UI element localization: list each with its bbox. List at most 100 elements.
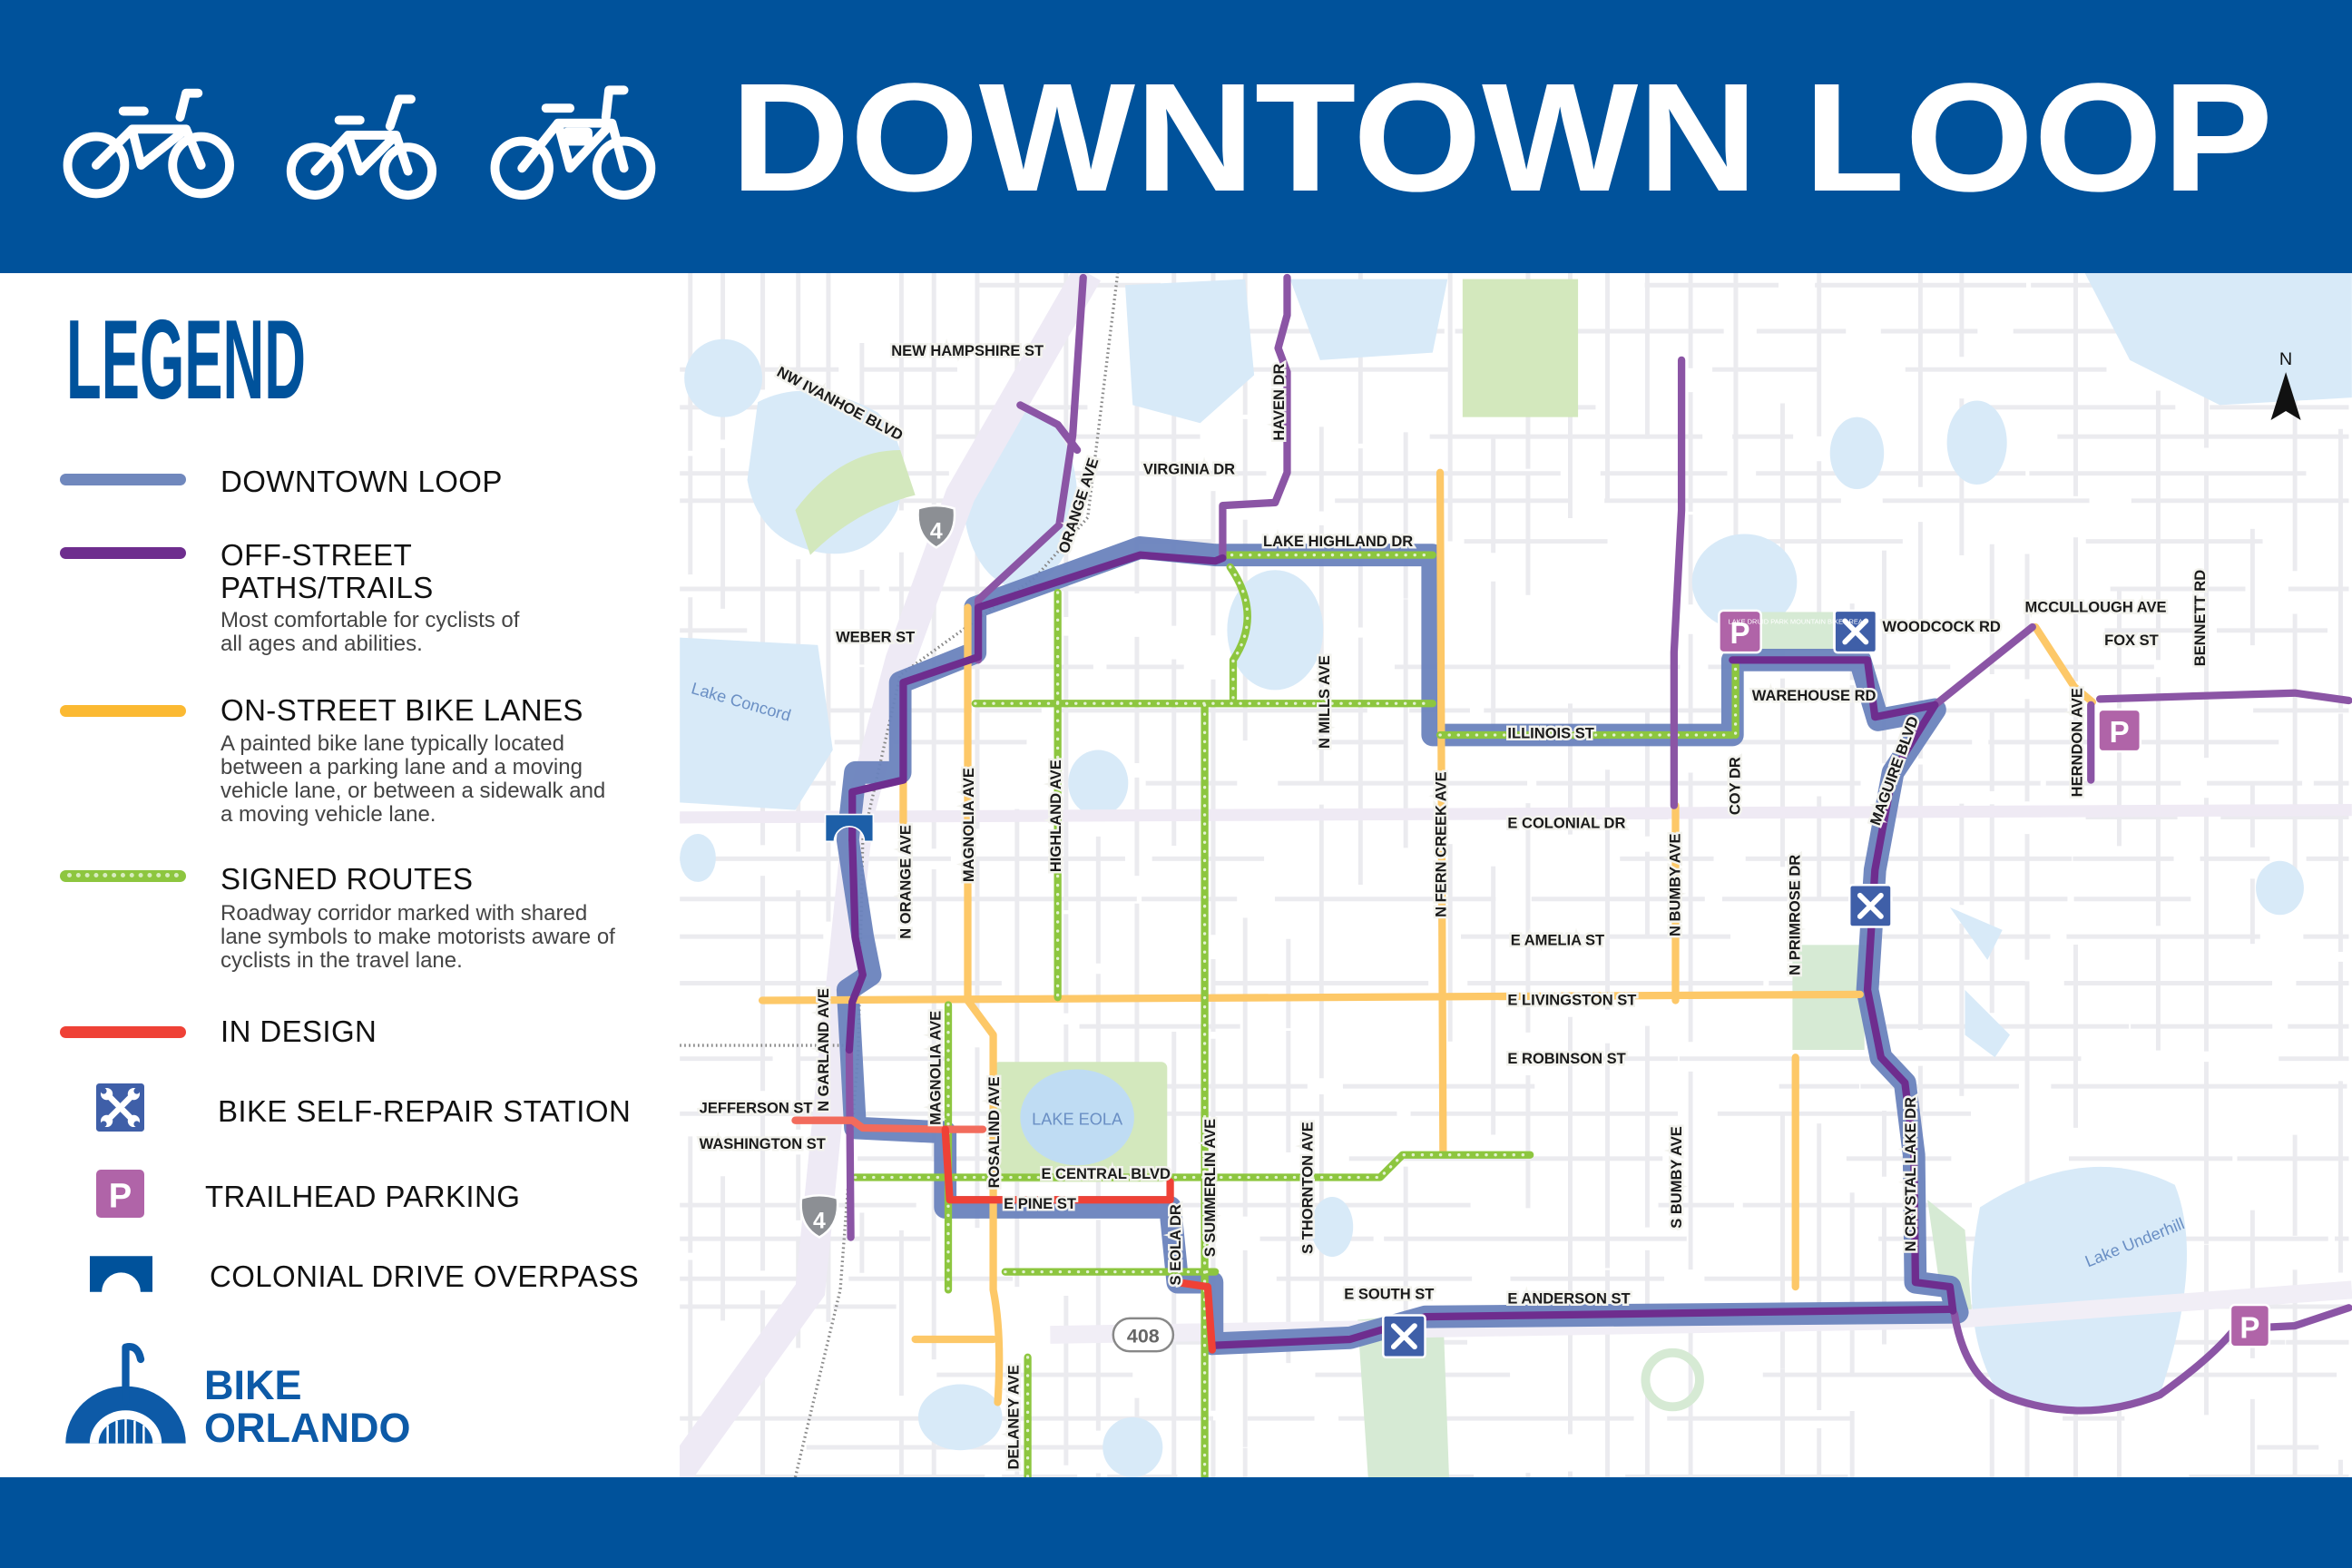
trail-haven-dr — [1219, 273, 1291, 563]
legend-overpass: COLONIAL DRIVE OVERPASS — [210, 1259, 640, 1293]
legend-signed-desc: Roadway corridor marked with shared lane… — [220, 901, 615, 973]
lake — [1125, 279, 1255, 424]
header: DOWNTOWN LOOP — [0, 0, 2352, 273]
trail-lake-underhill — [1950, 1304, 2352, 1415]
street-label: WEBER ST — [836, 629, 915, 646]
svg-text:N: N — [2279, 349, 2292, 369]
street-label: MCCULLOUGH AVE — [2025, 598, 2167, 615]
street-label: VIRGINIA DR — [1143, 460, 1235, 477]
legend-off-street: OFF-STREET PATHS/TRAILS — [220, 538, 434, 604]
street-label: E AMELIA ST — [1511, 931, 1604, 948]
trailhead-parking-herndon[interactable]: P — [2097, 708, 2142, 753]
page-title: DOWNTOWN LOOP — [730, 64, 2273, 209]
in-design-routes[interactable] — [791, 1116, 1216, 1354]
street-label: HIGHLAND AVE — [1047, 760, 1064, 872]
legend-on-street-desc: A painted bike lane typically located be… — [220, 731, 606, 827]
legend-on-street: ON-STREET BIKE LANES — [220, 693, 583, 727]
lake — [1310, 1196, 1354, 1258]
park — [795, 450, 916, 555]
lake-druid-park — [1758, 612, 1834, 652]
repair-station-maguire[interactable] — [1847, 884, 1893, 928]
sr408-shield-icon: 408 — [1112, 1317, 1175, 1353]
street-label: S THORNTON AVE — [1299, 1122, 1317, 1254]
map-icons: P P P 4 4 — [799, 349, 2301, 1359]
svg-text:P: P — [109, 1177, 132, 1215]
overpass-icon[interactable] — [824, 813, 875, 843]
svg-text:P: P — [2239, 1311, 2259, 1345]
north-arrow-icon: N — [2270, 349, 2301, 420]
interstate-shield-icon: 4 — [916, 504, 956, 549]
signed-routes-dots — [853, 554, 1738, 1477]
street-label: LAKE HIGHLAND DR — [1263, 533, 1413, 550]
lake — [1946, 400, 2007, 485]
lake — [2084, 273, 2352, 406]
repair-station-anderson[interactable] — [1382, 1314, 1426, 1359]
logo-line1: BIKE — [204, 1362, 302, 1408]
trail-fox-st — [2096, 689, 2352, 705]
lake — [684, 338, 763, 417]
svg-text:P: P — [2110, 716, 2130, 750]
street-label: E SOUTH ST — [1344, 1285, 1434, 1302]
svg-text:4: 4 — [930, 520, 943, 544]
lakes — [680, 273, 2352, 1477]
bike-lane-livingston — [758, 990, 1864, 1004]
lake — [917, 1384, 1003, 1451]
park — [1357, 1312, 1449, 1477]
street-label: N GARLAND AVE — [815, 988, 832, 1112]
street-label: E COLONIAL DR — [1507, 814, 1625, 831]
lake — [1691, 534, 1798, 631]
lake-concord — [680, 637, 833, 810]
map[interactable]: P P P 4 4 — [680, 273, 2352, 1477]
bicycle-icon — [63, 88, 234, 199]
street-label: N BUMBY AVE — [1666, 833, 1683, 936]
legend-repair: BIKE SELF-REPAIR STATION — [218, 1094, 632, 1128]
svg-text:4: 4 — [813, 1210, 826, 1234]
bicycle-icon — [286, 94, 437, 200]
lake — [2256, 860, 2304, 916]
bike-lane-fern-creek — [1436, 468, 1447, 1156]
bike-lane-mccullough — [2031, 622, 2097, 706]
trailhead-parking-lake-druid[interactable]: P — [1718, 609, 1762, 654]
street-label: JEFFERSON ST — [700, 1099, 813, 1116]
map-canvas[interactable]: P P P 4 4 — [680, 273, 2352, 1477]
trail-spur — [1016, 401, 1082, 455]
street-label: N CRYSTAL LAKE DR — [1902, 1097, 1919, 1251]
street-label: MAGNOLIA AVE — [927, 1011, 945, 1125]
street-label: E ROBINSON ST — [1507, 1050, 1625, 1067]
street-label: ILLINOIS ST — [1507, 724, 1593, 741]
bike-orlando-logo-icon — [65, 1343, 186, 1444]
signed-routes-swatch — [60, 870, 186, 882]
legend-title: LEGEND — [66, 309, 306, 409]
park-circle — [1641, 1348, 1704, 1412]
street-label: COY DR — [1727, 757, 1744, 815]
legend-parking: TRAILHEAD PARKING — [205, 1180, 521, 1213]
street-label: ROSALIND AVE — [985, 1076, 1003, 1188]
legend-downtown-loop: DOWNTOWN LOOP — [220, 465, 503, 498]
park-label: LAKE DRUID PARK MOUNTAIN BIKE AREA — [1729, 618, 1863, 626]
bike-lane-rosalind — [964, 996, 1004, 1406]
street-label: E CENTRAL BLVD — [1041, 1165, 1171, 1182]
repair-station-woodcock[interactable] — [1833, 609, 1878, 654]
interstate-shield-icon: 4 — [799, 1194, 839, 1240]
lake — [1829, 416, 1885, 489]
wrench-repair-icon — [96, 1083, 144, 1132]
overpass-icon — [90, 1256, 152, 1292]
street-label: N PRIMROSE DR — [1787, 855, 1804, 975]
trailhead-parking-underhill[interactable]: P — [2229, 1303, 2271, 1348]
street-label: FOX ST — [2104, 632, 2159, 649]
street-label: WAREHOUSE RD — [1752, 687, 1877, 704]
trail-woodcock — [1931, 622, 2036, 710]
off-street-swatch — [60, 547, 186, 559]
legend: LEGEND DOWNTOWN LOOP OFF-STREET PATHS/TR… — [0, 273, 680, 1477]
colonial-drive — [680, 804, 2352, 824]
street-label: BENNETT RD — [2191, 570, 2209, 667]
lake — [1068, 750, 1129, 817]
lake-eola-water — [1020, 1069, 1134, 1166]
street-label: S SUMMERLIN AVE — [1201, 1119, 1219, 1257]
street-label: NEW HAMPSHIRE ST — [891, 342, 1044, 359]
street-label: E ANDERSON ST — [1507, 1289, 1630, 1307]
lake — [1102, 1416, 1163, 1477]
trail-garland-south — [845, 1045, 855, 1241]
street-label: N FERN CREEK AVE — [1433, 771, 1450, 917]
